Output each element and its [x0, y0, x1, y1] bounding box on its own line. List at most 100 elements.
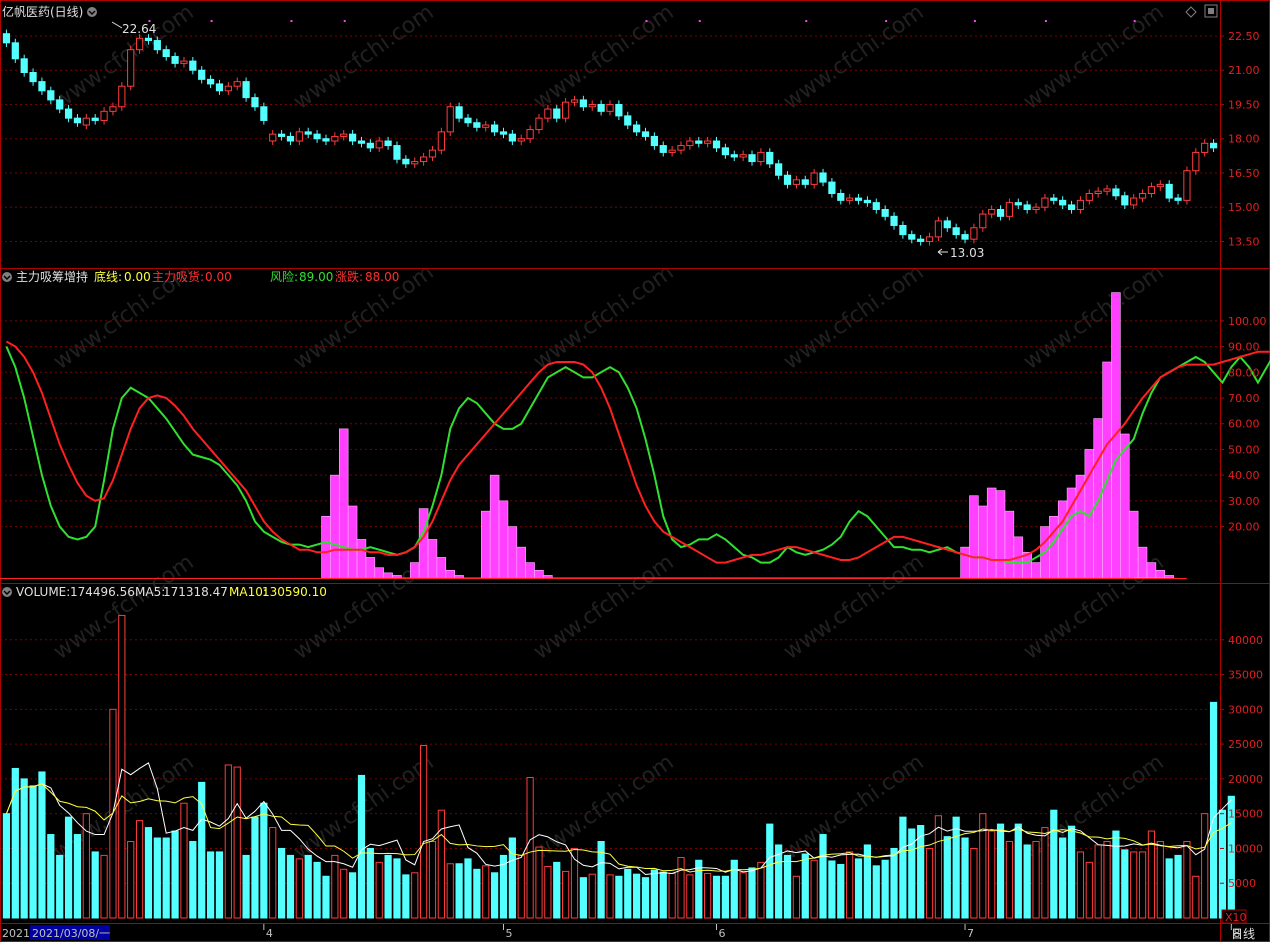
signal-marker [645, 20, 648, 22]
ma10-label: MA10: [229, 585, 267, 599]
candle-body [180, 60, 188, 64]
axis-tick-label: 21.00 [1228, 64, 1260, 77]
candle-body [100, 110, 108, 121]
volume-bar [286, 854, 295, 919]
main-buy-bar [480, 510, 491, 579]
volume-bar [988, 830, 996, 919]
main-buy-bar [365, 557, 376, 579]
month-label: 4 [266, 927, 273, 940]
volume-bar [269, 827, 277, 919]
axis-tick-label: 60.00 [1228, 418, 1260, 431]
signal-marker [1044, 20, 1047, 22]
volume-bar [162, 837, 170, 919]
main-buy-bar [1164, 575, 1174, 579]
candle-body [11, 42, 19, 60]
ma5-line [5, 762, 1232, 875]
indicator-menu-icon[interactable] [2, 272, 12, 282]
volume-bar [482, 865, 490, 919]
volume-bar [854, 858, 863, 919]
volume-bar [721, 875, 729, 919]
candle-body [38, 81, 46, 92]
candle-body [846, 197, 854, 201]
candle-body [908, 234, 916, 240]
candle-body [996, 208, 1005, 217]
volume-bar [1174, 854, 1182, 919]
volume-bar [704, 872, 712, 919]
candle-body [455, 106, 463, 119]
indicator-panel-header: 主力吸筹增持 底线: 0.00 主力吸货: 0.00 风险: 89.00 涨跌:… [2, 269, 399, 284]
signal-marker [885, 20, 888, 22]
indicator-lines [5, 340, 1270, 564]
candle-body [348, 133, 357, 142]
volume-bar [1121, 849, 1129, 919]
volume-bar [872, 865, 880, 919]
candle-body [943, 220, 951, 229]
volume-bar [260, 802, 268, 919]
main-buy-bar [1004, 510, 1015, 579]
indicator-axis: 20.00 30.00 40.00 50.00 60.00 70.00 80.00 90.00… [1220, 315, 1267, 534]
signal-marker [1133, 20, 1136, 22]
volume-bar [890, 847, 898, 919]
main-buy-bar [330, 474, 340, 579]
volume-bar [970, 847, 978, 919]
change-value: 88.00 [365, 270, 399, 284]
candle-body [242, 81, 250, 99]
title-menu-icon[interactable] [87, 7, 97, 17]
candle-body [1014, 202, 1022, 206]
volume-panel-header: VOLUME: 174496.56 MA5: 171318.47 MA10: 1… [2, 585, 1247, 924]
main-buy-bar [436, 557, 447, 579]
main-buy-bar [1057, 500, 1068, 579]
chevron-down-icon [3, 275, 11, 280]
candle-body [366, 142, 374, 149]
main-buy-bar [1093, 418, 1103, 579]
candle-body [739, 154, 747, 158]
volume-bar [766, 823, 774, 919]
month-label: 6 [719, 927, 726, 940]
volume-menu-icon[interactable] [2, 587, 12, 597]
high-price-label: 22.64 [122, 22, 156, 36]
watermark-text: www.cfchi.com [779, 550, 928, 665]
candle-body [686, 140, 694, 147]
volume-bar [526, 776, 534, 919]
main-buy-bar [995, 490, 1006, 579]
unit-badge-text: X10 [1225, 911, 1247, 924]
candle-body [304, 131, 312, 135]
candle-body [766, 151, 774, 165]
volume-bar [64, 816, 73, 919]
candle-body [597, 103, 605, 112]
candle-body [917, 238, 925, 242]
watermark-text: www.cfchi.com [529, 260, 678, 375]
candle-body [810, 172, 818, 185]
axis-tick-label: 70.00 [1228, 392, 1260, 405]
candle-body [837, 193, 845, 201]
axis-tick-label: 20.00 [1228, 521, 1260, 534]
candle-body [2, 33, 11, 44]
candle-body [340, 133, 348, 137]
watermark-text: www.cfchi.com [529, 550, 678, 665]
low-price-label: 13.03 [950, 246, 984, 260]
candle-body [286, 135, 295, 142]
volume-bar [1156, 840, 1164, 919]
candle-body [64, 108, 73, 119]
candle-body [899, 224, 907, 236]
volume-bar [82, 813, 90, 919]
candle-body [411, 161, 419, 165]
volume-bar [20, 778, 28, 919]
main-buy-bar [418, 508, 429, 579]
volume-bar [695, 859, 703, 919]
period-label[interactable]: 日线 [1231, 927, 1255, 941]
axis-tick-label: 35000 [1228, 669, 1263, 682]
diamond-icon[interactable] [1185, 6, 1197, 18]
candle-body [437, 131, 445, 151]
candle-body [189, 60, 197, 71]
indicator-bars [0, 292, 1187, 579]
candle-body [695, 140, 703, 144]
window-toggle-icon[interactable] [1204, 4, 1218, 18]
candle-body [277, 133, 286, 137]
candle-body [1005, 202, 1014, 217]
candle-body [384, 140, 392, 147]
axis-tick-label: 16.50 [1228, 167, 1260, 180]
signal-marker [973, 20, 976, 22]
risk-line [5, 346, 1270, 564]
volume-bar [277, 847, 286, 919]
